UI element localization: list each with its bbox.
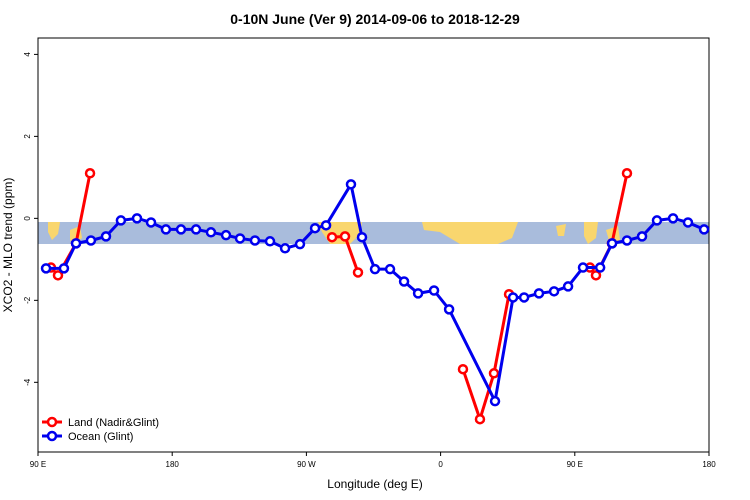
point [234, 233, 246, 244]
legend: Land (Nadir&Glint) Ocean (Glint) [42, 416, 159, 443]
point [264, 236, 276, 247]
y-tick-label: -4 [23, 378, 32, 386]
point [85, 235, 97, 246]
point [507, 292, 519, 303]
point [326, 231, 338, 243]
point [294, 238, 306, 250]
point [548, 286, 560, 297]
y-tick-label: -2 [23, 296, 32, 304]
point [606, 238, 618, 249]
point [621, 168, 633, 179]
point [84, 168, 96, 179]
x-tick-label: 90 W [297, 460, 316, 469]
point [412, 288, 424, 299]
y-tick-label: 2 [23, 134, 32, 139]
x-tick-label: 180 [702, 460, 716, 469]
legend-marker [46, 416, 58, 428]
point [384, 263, 396, 275]
plot-frame [37, 37, 710, 453]
point [443, 304, 455, 315]
point [190, 224, 202, 235]
point [398, 276, 410, 287]
point [621, 235, 633, 246]
x-tick-label: 90 E [30, 460, 46, 469]
point [488, 368, 500, 379]
point [52, 270, 64, 281]
point [205, 227, 217, 238]
point [115, 215, 127, 226]
point [562, 281, 574, 292]
point [279, 243, 291, 254]
y-axis-label: XCO2 - MLO trend (ppm) [1, 178, 15, 313]
point [474, 413, 486, 425]
point [100, 231, 112, 242]
point [249, 235, 261, 246]
point [345, 179, 357, 190]
point [428, 285, 440, 296]
series-line [46, 182, 705, 403]
point [698, 224, 710, 235]
point [590, 270, 602, 281]
point [220, 229, 232, 241]
y-tick-label: 0 [23, 216, 32, 221]
point [356, 231, 368, 243]
point [594, 262, 606, 273]
point [457, 363, 469, 375]
point [145, 217, 157, 228]
legend-label: Land (Nadir&Glint) [68, 417, 159, 429]
point [175, 224, 187, 235]
point [339, 231, 351, 242]
x-tick-label: 180 [166, 460, 180, 469]
point [369, 263, 381, 275]
x-tick-label: 0 [438, 460, 443, 469]
point [131, 213, 143, 224]
point [577, 262, 589, 273]
point [70, 238, 82, 249]
x-tick-label: 90 E [567, 460, 583, 469]
point [518, 292, 530, 303]
point [667, 213, 679, 224]
point [58, 263, 70, 274]
legend-label: Ocean (Glint) [68, 431, 133, 443]
point [489, 395, 501, 407]
y-tick-label: 4 [23, 52, 32, 57]
point [160, 224, 172, 235]
point [40, 263, 52, 274]
point [533, 288, 545, 299]
point [320, 220, 332, 231]
point [682, 217, 694, 228]
point [352, 267, 364, 278]
legend-marker [46, 430, 58, 442]
point [636, 231, 648, 242]
point [651, 215, 663, 226]
point [309, 222, 321, 234]
chart-title: 0-10N June (Ver 9) 2014-09-06 to 2018-12… [230, 11, 520, 27]
x-axis-label: Longitude (deg E) [327, 477, 422, 491]
